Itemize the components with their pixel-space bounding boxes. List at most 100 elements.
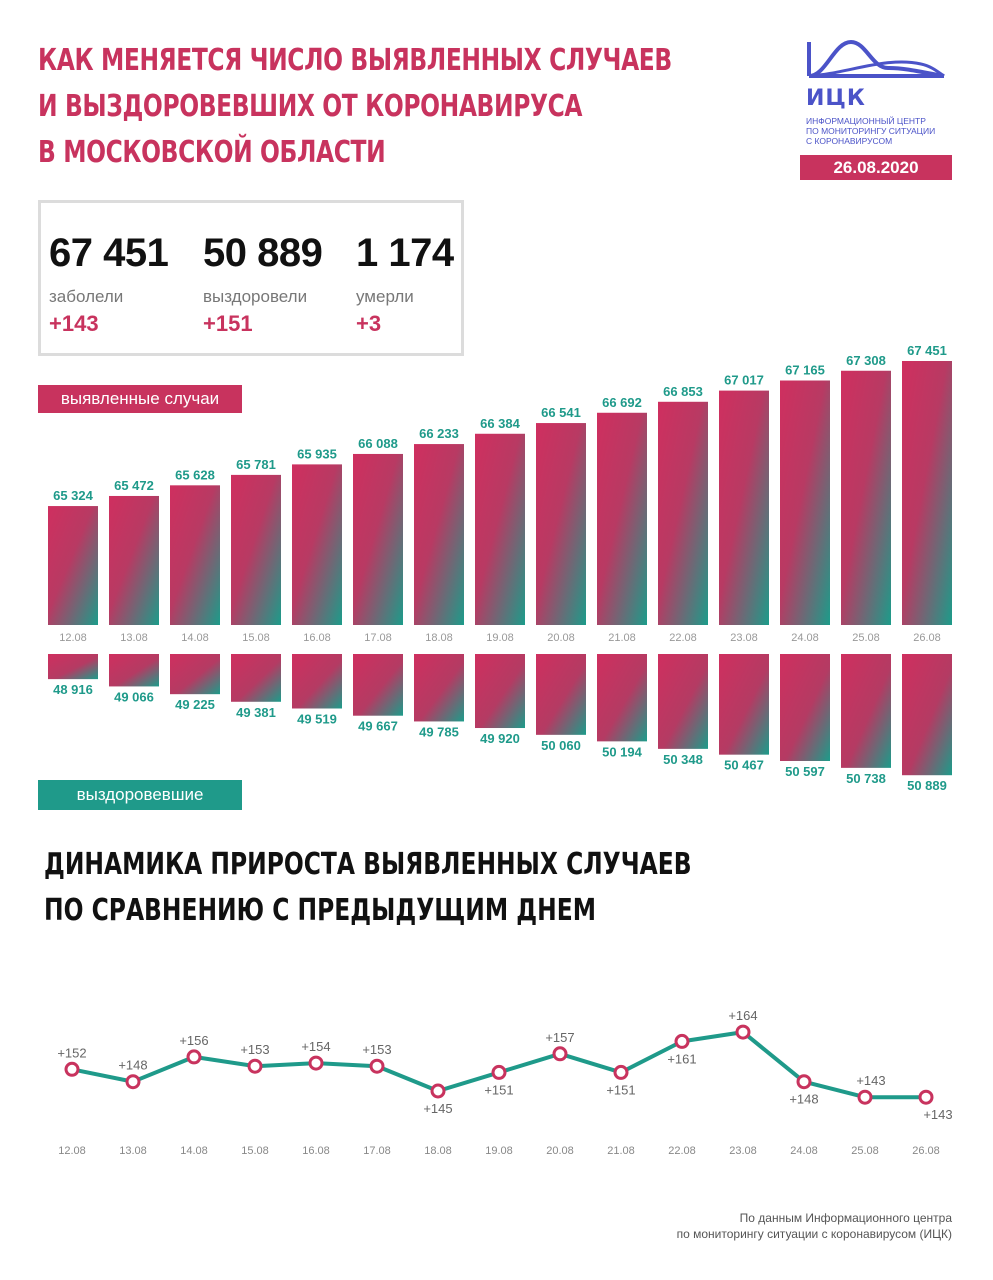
bar-recovered-label-22.08: 50 348 xyxy=(663,752,703,767)
stat-deaths-value: 1 174 xyxy=(356,231,454,275)
logo-subtitle-line-3: С КОРОНАВИРУСОМ xyxy=(806,136,893,146)
growth-point-20.08 xyxy=(552,1046,568,1062)
bar-date-label-23.08: 23.08 xyxy=(730,632,758,644)
stat-recovered-delta: +151 xyxy=(203,311,253,336)
logo-subtitle-line-1: ИНФОРМАЦИОННЫЙ ЦЕНТР xyxy=(806,116,926,126)
growth-label-17.08: +153 xyxy=(362,1042,391,1057)
bar-recovered-label-19.08: 49 920 xyxy=(480,731,520,746)
bar-recovered-16.08 xyxy=(292,654,342,709)
growth-label-22.08: +161 xyxy=(667,1051,696,1066)
bar-cases-24.08 xyxy=(780,380,830,625)
stat-recovered: 50 889 выздоровели +151 xyxy=(203,231,323,337)
stat-deaths-delta: +3 xyxy=(356,311,382,336)
bar-recovered-18.08 xyxy=(414,654,464,722)
bar-recovered-20.08 xyxy=(536,654,586,735)
growth-label-16.08: +154 xyxy=(301,1039,330,1054)
growth-point-21.08 xyxy=(613,1064,629,1080)
growth-point-23.08 xyxy=(735,1024,751,1040)
growth-point-14.08 xyxy=(186,1049,202,1065)
bar-cases-19.08 xyxy=(475,433,525,625)
bar-recovered-label-14.08: 49 225 xyxy=(175,697,215,712)
bar-recovered-label-13.08: 49 066 xyxy=(114,689,154,704)
bar-recovered-label-25.08: 50 738 xyxy=(846,771,886,786)
bar-cases-label-19.08: 66 384 xyxy=(480,416,521,431)
source-footer: По данным Информационного центра по мони… xyxy=(552,1210,952,1242)
bar-date-label-14.08: 14.08 xyxy=(181,632,209,644)
bar-cases-26.08 xyxy=(902,360,952,625)
bar-cases-label-14.08: 65 628 xyxy=(175,467,215,482)
recovered-series-badge: выздоровевшие xyxy=(38,780,242,810)
growth-date-label-20.08: 20.08 xyxy=(546,1145,574,1157)
page-title-line-3: В МОСКОВСКОЙ ОБЛАСТИ xyxy=(38,135,386,170)
stats-summary-box: 67 451 заболели +143 50 889 выздоровели … xyxy=(38,200,464,356)
bar-cases-label-25.08: 67 308 xyxy=(846,353,886,368)
growth-label-23.08: +164 xyxy=(728,1008,757,1023)
growth-point-19.08 xyxy=(491,1064,507,1080)
growth-date-label-25.08: 25.08 xyxy=(851,1145,879,1157)
growth-point-18.08 xyxy=(430,1083,446,1099)
bar-recovered-24.08 xyxy=(780,654,830,761)
bar-date-label-12.08: 12.08 xyxy=(59,632,87,644)
growth-point-16.08 xyxy=(308,1055,324,1071)
bar-recovered-26.08 xyxy=(902,654,952,776)
growth-date-label-21.08: 21.08 xyxy=(607,1145,635,1157)
bar-date-label-20.08: 20.08 xyxy=(547,632,575,644)
stat-deaths-label: умерли xyxy=(356,287,414,306)
bar-date-label-15.08: 15.08 xyxy=(242,632,270,644)
bar-cases-20.08 xyxy=(536,423,586,625)
bar-cases-label-16.08: 65 935 xyxy=(297,446,337,461)
bar-recovered-23.08 xyxy=(719,654,769,755)
bar-recovered-14.08 xyxy=(170,654,220,695)
growth-point-26.08 xyxy=(918,1089,934,1105)
growth-label-20.08: +157 xyxy=(545,1030,574,1045)
bar-cases-label-23.08: 67 017 xyxy=(724,373,764,388)
growth-point-12.08 xyxy=(64,1061,80,1077)
bar-recovered-label-17.08: 49 667 xyxy=(358,719,398,734)
growth-date-label-13.08: 13.08 xyxy=(119,1145,147,1157)
bar-cases-17.08 xyxy=(353,453,403,625)
bar-recovered-label-24.08: 50 597 xyxy=(785,764,825,779)
bar-recovered-label-21.08: 50 194 xyxy=(602,744,643,759)
bar-date-label-26.08: 26.08 xyxy=(913,632,941,644)
growth-label-12.08: +152 xyxy=(57,1045,86,1060)
bar-date-label-22.08: 22.08 xyxy=(669,632,697,644)
bar-recovered-13.08 xyxy=(109,654,159,687)
stat-cases: 67 451 заболели +143 xyxy=(49,231,169,337)
stat-deaths: 1 174 умерли +3 xyxy=(356,231,454,337)
growth-label-21.08: +151 xyxy=(606,1082,635,1097)
growth-date-label-23.08: 23.08 xyxy=(729,1145,757,1157)
bar-recovered-15.08 xyxy=(231,654,281,702)
bar-recovered-22.08 xyxy=(658,654,708,749)
bar-recovered-label-26.08: 50 889 xyxy=(907,778,947,793)
bar-cases-label-20.08: 66 541 xyxy=(541,405,581,420)
bar-date-label-19.08: 19.08 xyxy=(486,632,514,644)
date-badge: 26.08.2020 xyxy=(800,155,952,180)
cases-recovered-bar-chart: 65 324 12.08 48 916 65 472 13.08 49 066 65 628… xyxy=(48,343,952,793)
logo-subtitle-line-2: ПО МОНИТОРИНГУ СИТУАЦИИ xyxy=(806,126,936,136)
bar-cases-18.08 xyxy=(414,444,464,625)
growth-label-24.08: +148 xyxy=(789,1092,818,1107)
growth-date-label-14.08: 14.08 xyxy=(180,1145,208,1157)
stat-recovered-value: 50 889 xyxy=(203,231,323,275)
growth-date-label-22.08: 22.08 xyxy=(668,1145,696,1157)
bar-date-label-16.08: 16.08 xyxy=(303,632,331,644)
page-title: КАК МЕНЯЕТСЯ ЧИСЛО ВЫЯВЛЕННЫХ СЛУЧАЕВ И … xyxy=(38,38,672,176)
bar-cases-label-12.08: 65 324 xyxy=(53,488,94,503)
growth-section-title-line-2: ПО СРАВНЕНИЮ С ПРЕДЫДУЩИМ ДНЕМ xyxy=(44,893,596,928)
bar-recovered-label-15.08: 49 381 xyxy=(236,705,276,720)
daily-growth-line-chart: +152 12.08 +148 13.08 +156 14.08 +153 15.08 +154… xyxy=(57,1008,952,1157)
bar-date-label-21.08: 21.08 xyxy=(608,632,636,644)
bar-cases-label-17.08: 66 088 xyxy=(358,436,398,451)
stat-cases-value: 67 451 xyxy=(49,231,169,275)
bar-cases-label-13.08: 65 472 xyxy=(114,478,154,493)
growth-date-label-19.08: 19.08 xyxy=(485,1145,513,1157)
bar-cases-23.08 xyxy=(719,390,769,625)
bar-recovered-label-12.08: 48 916 xyxy=(53,682,93,697)
stat-cases-label: заболели xyxy=(49,287,124,306)
bar-cases-25.08 xyxy=(841,370,891,625)
source-footer-line-2: по мониторингу ситуации с коронавирусом … xyxy=(676,1227,952,1241)
logo-abbreviation: ИЦК xyxy=(806,86,866,111)
growth-date-label-26.08: 26.08 xyxy=(912,1145,940,1157)
bar-cases-13.08 xyxy=(109,495,159,625)
growth-point-13.08 xyxy=(125,1074,141,1090)
